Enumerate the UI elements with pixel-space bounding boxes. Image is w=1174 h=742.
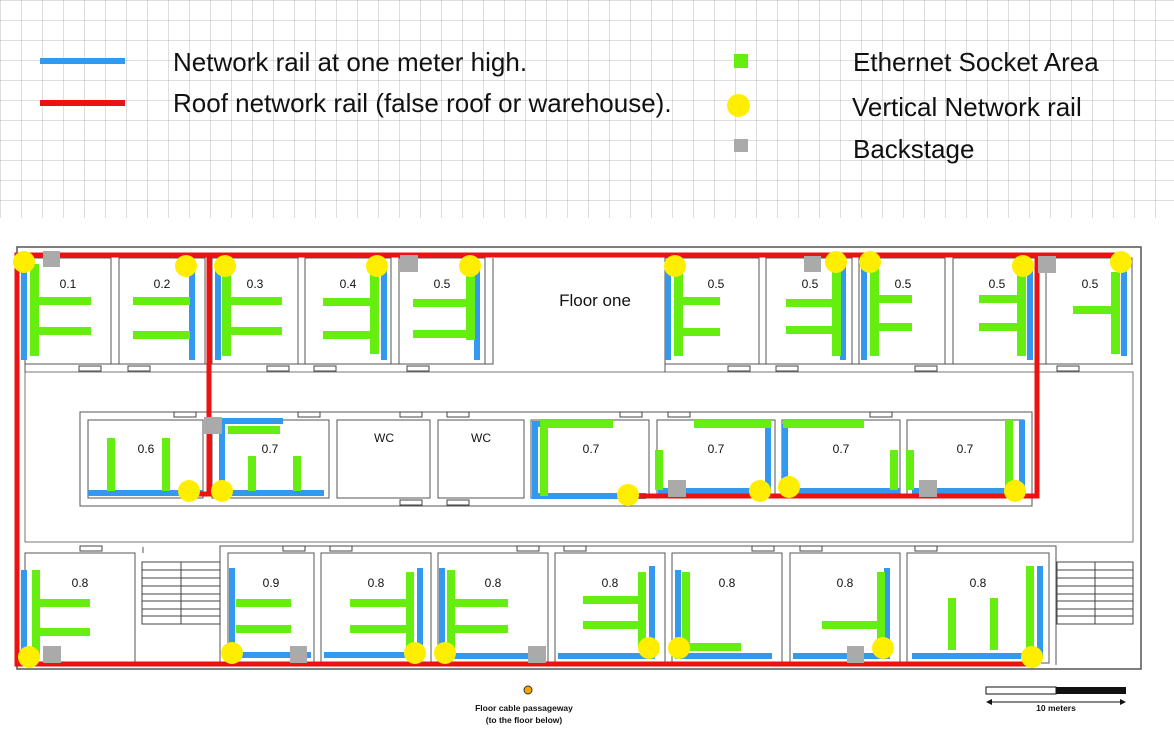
ethernet-socket-areas bbox=[30, 264, 1120, 655]
legend-grid-background bbox=[0, 0, 1174, 218]
legend-blue-rail-label: Network rail at one meter high. bbox=[173, 47, 528, 77]
room-label: 0.8 bbox=[485, 576, 502, 590]
room-0-6 bbox=[87, 419, 204, 499]
room-label: 0.6 bbox=[138, 442, 155, 456]
corridor-outline bbox=[24, 371, 1134, 543]
room-label: 0.3 bbox=[247, 277, 264, 291]
room-label: 0.7 bbox=[957, 442, 974, 456]
room-label: 0.8 bbox=[602, 576, 619, 590]
room-label: 0.5 bbox=[989, 277, 1006, 291]
floor-title: Floor one bbox=[559, 291, 631, 310]
room-label: WC bbox=[374, 431, 394, 445]
room-label: 0.8 bbox=[970, 576, 987, 590]
cable-passageway-icon bbox=[523, 685, 533, 695]
room-labels: 0.1 0.2 0.3 0.4 0.5 0.5 0.5 0.5 0.5 0.5 … bbox=[60, 277, 1099, 590]
room-label: 0.8 bbox=[837, 576, 854, 590]
scale-bar: 10 meters bbox=[985, 686, 1126, 713]
stairs-right bbox=[1056, 561, 1134, 625]
room-label: 0.5 bbox=[895, 277, 912, 291]
room-label: 0.8 bbox=[719, 576, 736, 590]
room-label: 0.4 bbox=[340, 277, 357, 291]
room-label: WC bbox=[471, 431, 491, 445]
legend-vertical-rail-label: Vertical Network rail bbox=[852, 92, 1082, 122]
vertical-network-rails bbox=[13, 251, 1132, 668]
room-label: 0.2 bbox=[154, 277, 171, 291]
legend-red-rail-label: Roof network rail (false roof or warehou… bbox=[173, 88, 672, 118]
room-label: 0.5 bbox=[434, 277, 451, 291]
room-wc-b bbox=[437, 419, 525, 499]
room-label: 0.7 bbox=[708, 442, 725, 456]
legend-vertical-rail-swatch-icon bbox=[727, 94, 750, 117]
room-label: 0.8 bbox=[368, 576, 385, 590]
legend-red-rail-swatch bbox=[40, 100, 125, 106]
backstage-areas bbox=[43, 251, 1056, 663]
room-wc-a bbox=[336, 419, 431, 499]
room-label: 0.7 bbox=[833, 442, 850, 456]
room-label: 0.8 bbox=[72, 576, 89, 590]
room-label: 0.7 bbox=[262, 442, 279, 456]
room-label: 0.7 bbox=[583, 442, 600, 456]
passageway-label-1: Floor cable passageway bbox=[475, 703, 573, 713]
legend-socket-swatch-icon bbox=[734, 54, 748, 68]
room-label: 0.5 bbox=[1082, 277, 1099, 291]
scale-label: 10 meters bbox=[1036, 703, 1076, 713]
stairs-left bbox=[141, 561, 221, 625]
room-label: 0.5 bbox=[708, 277, 725, 291]
doors bbox=[78, 365, 1080, 552]
room-label: 0.5 bbox=[802, 277, 819, 291]
room-0-8-a bbox=[24, 552, 136, 666]
legend-backstage-swatch-icon bbox=[734, 139, 748, 152]
legend-backstage-label: Backstage bbox=[853, 134, 975, 164]
legend-socket-label: Ethernet Socket Area bbox=[853, 47, 1099, 77]
room-label: 0.9 bbox=[263, 576, 280, 590]
passageway-label-2: (to the floor below) bbox=[486, 715, 563, 725]
legend-blue-rail-swatch bbox=[40, 58, 125, 64]
room-label: 0.1 bbox=[60, 277, 77, 291]
middle-block bbox=[79, 411, 1033, 507]
